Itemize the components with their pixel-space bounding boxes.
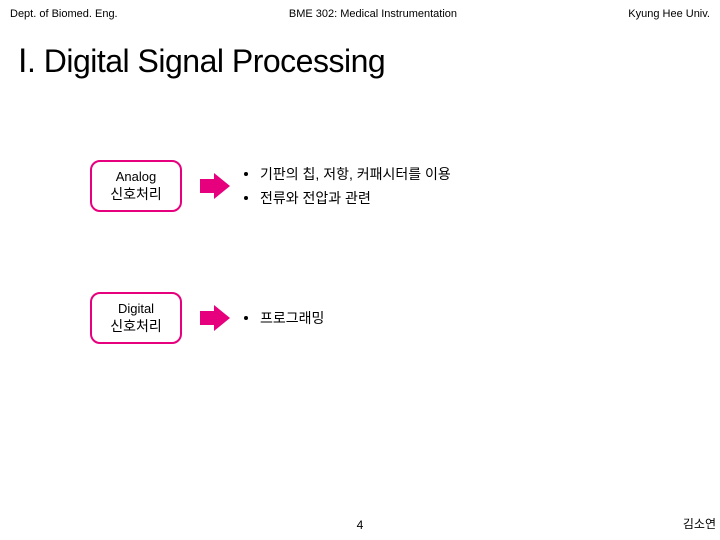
page-number: 4 bbox=[357, 518, 364, 532]
bullet-text: 기판의 칩, 저항, 커패시터를 이용 bbox=[260, 164, 451, 184]
header-dept: Dept. of Biomed. Eng. bbox=[10, 8, 118, 20]
slide-header: Dept. of Biomed. Eng. BME 302: Medical I… bbox=[0, 0, 720, 24]
bullets-analog: 기판의 칩, 저항, 커패시터를 이용 전류와 전압과 관련 bbox=[244, 160, 451, 212]
box-analog-line2: 신호처리 bbox=[110, 185, 162, 204]
header-course: BME 302: Medical Instrumentation bbox=[118, 8, 629, 20]
box-analog: Analog 신호처리 bbox=[90, 160, 182, 212]
bullet-item: 기판의 칩, 저항, 커패시터를 이용 bbox=[244, 164, 451, 184]
box-digital-line2: 신호처리 bbox=[110, 317, 162, 336]
row-analog: Analog 신호처리 기판의 칩, 저항, 커패시터를 이용 전류와 전압과 … bbox=[90, 160, 720, 212]
page-title: Ⅰ. Digital Signal Processing bbox=[0, 24, 720, 80]
bullet-dot-icon bbox=[244, 196, 248, 200]
bullet-item: 전류와 전압과 관련 bbox=[244, 188, 451, 208]
box-digital-line1: Digital bbox=[118, 300, 154, 318]
slide-content: Analog 신호처리 기판의 칩, 저항, 커패시터를 이용 전류와 전압과 … bbox=[0, 80, 720, 344]
bullet-text: 프로그래밍 bbox=[260, 308, 324, 328]
box-analog-line1: Analog bbox=[116, 168, 156, 186]
bullet-text: 전류와 전압과 관련 bbox=[260, 188, 371, 208]
arrow-icon bbox=[200, 173, 230, 199]
bullet-dot-icon bbox=[244, 172, 248, 176]
box-digital: Digital 신호처리 bbox=[90, 292, 182, 344]
footer-author: 김소연 bbox=[683, 515, 716, 532]
header-univ: Kyung Hee Univ. bbox=[628, 8, 710, 20]
arrow-icon bbox=[200, 305, 230, 331]
row-digital: Digital 신호처리 프로그래밍 bbox=[90, 292, 720, 344]
bullet-item: 프로그래밍 bbox=[244, 308, 324, 328]
bullets-digital: 프로그래밍 bbox=[244, 304, 324, 332]
bullet-dot-icon bbox=[244, 316, 248, 320]
